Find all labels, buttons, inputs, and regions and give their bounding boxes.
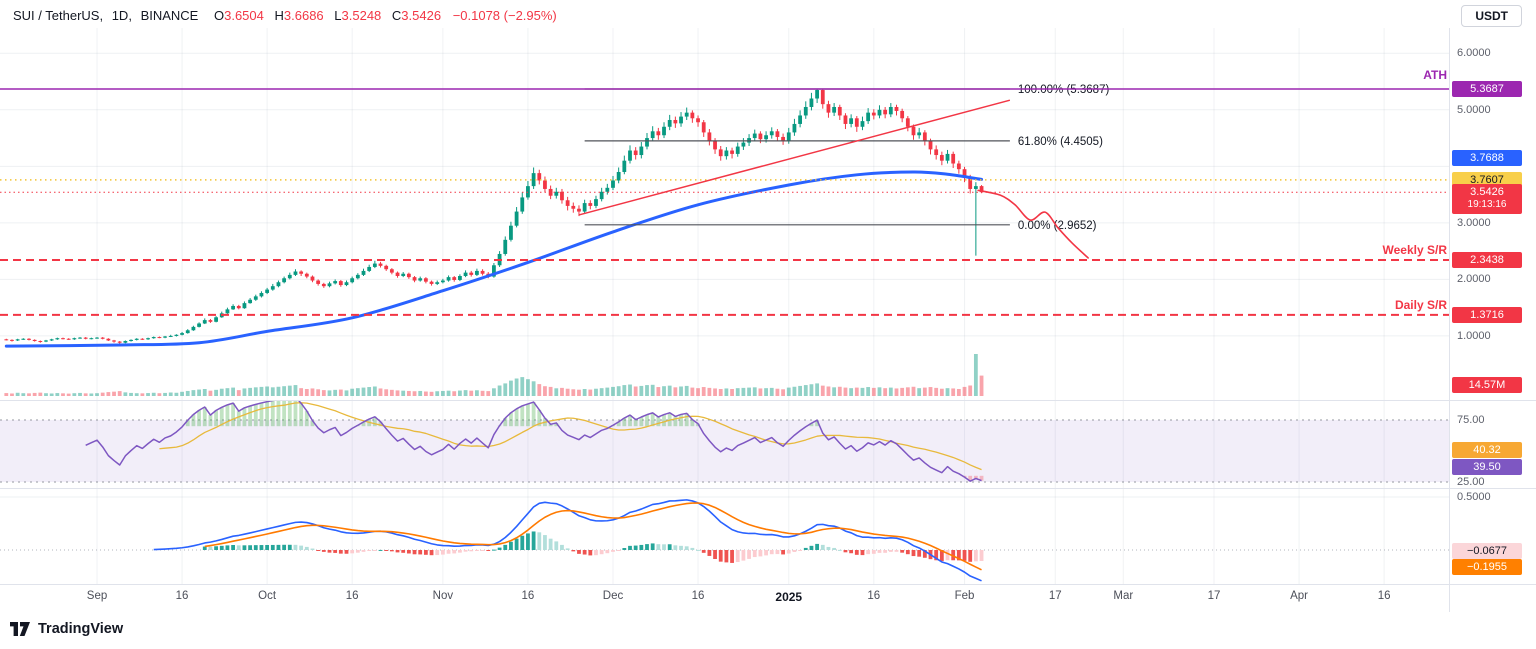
volume-layer	[4, 354, 984, 396]
rsi-band	[0, 419, 1449, 483]
ohlc-open: O3.6504	[213, 8, 264, 23]
ohlc-close: C3.5426	[391, 8, 442, 23]
fib-level-label: 100.00% (5.3687)	[1018, 84, 1110, 96]
macd-pane	[153, 499, 984, 582]
legend-symbol[interactable]: SUI / TetherUS,	[13, 8, 104, 23]
gridlines	[0, 28, 1449, 584]
macd-signal-line	[204, 502, 982, 571]
symbol-legend: SUI / TetherUS, 1D, BINANCE O3.6504 H3.6…	[13, 8, 557, 23]
trend-line	[578, 99, 1011, 216]
tradingview-logo-icon	[10, 621, 30, 636]
tradingview-logo-text: TradingView	[38, 621, 124, 637]
candlesticks-layer	[4, 88, 984, 345]
ohlc-low: L3.5248	[334, 8, 382, 23]
rsi-line	[85, 401, 982, 482]
macd-line	[153, 499, 982, 582]
fib-retracement: 100.00% (5.3687)61.80% (4.4505)0.00% (2.…	[584, 84, 1110, 232]
ma-line	[4, 170, 984, 348]
rsi-ma-line	[159, 402, 982, 471]
legend-exchange[interactable]: BINANCE	[140, 8, 199, 23]
ohlc-high: H3.6686	[274, 8, 324, 23]
currency-toggle-button[interactable]: USDT	[1461, 5, 1522, 27]
legend-interval[interactable]: 1D,	[111, 8, 132, 23]
rsi-pane	[85, 401, 984, 482]
pane-separators	[0, 28, 1536, 612]
fib-level-label: 61.80% (4.4505)	[1018, 136, 1103, 148]
tradingview-logo[interactable]: TradingView	[10, 621, 123, 637]
projection-drawing	[977, 189, 1089, 259]
price-change: −0.1078 (−2.95%)	[452, 8, 557, 23]
